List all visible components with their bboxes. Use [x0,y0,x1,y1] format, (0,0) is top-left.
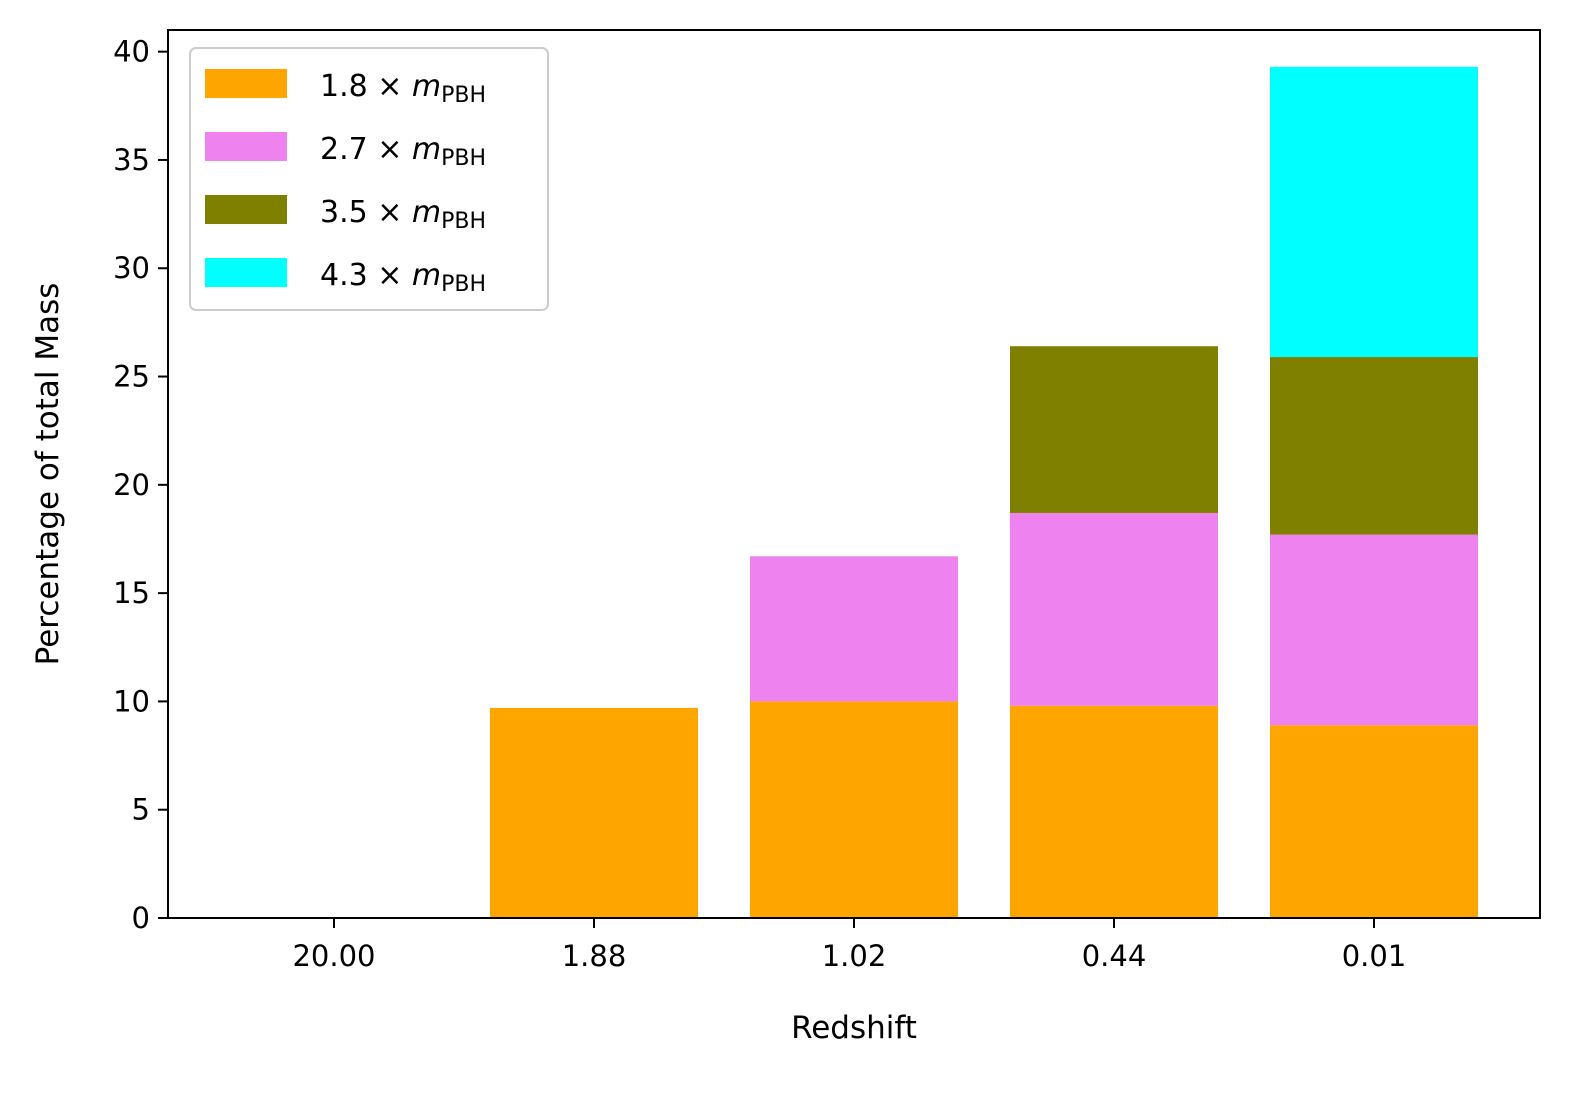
legend: 1.8 × mPBH 2.7 × mPBH 3.5 × mPBH 4.3 × mPBH [189,47,549,311]
bars-layer [490,66,1478,918]
x-tick-label: 1.02 [822,939,887,973]
y-tick-label: 40 [113,35,150,69]
y-axis: 0 5 10 15 20 25 30 35 40 [113,35,168,935]
bar-0.44-series-0 [1010,705,1218,918]
y-axis-label: Percentage of total Mass [30,283,66,666]
y-tick-label: 20 [113,468,150,502]
bar-1.02-series-0 [750,701,958,918]
bar-1.02-series-1 [750,556,958,702]
bar-0.01-series-1 [1270,534,1478,726]
legend-entry-label: 4.3 × mPBH [320,258,486,297]
bar-0.01-series-0 [1270,725,1478,918]
bar-1.88-series-0 [490,707,698,918]
legend-swatch [205,69,287,98]
y-tick-label: 25 [113,360,150,394]
legend-swatch [205,132,287,161]
legend-entry-label: 3.5 × mPBH [320,195,486,234]
x-axis-label: Redshift [791,1010,917,1046]
legend-swatch [205,258,287,287]
y-tick-label: 15 [113,576,150,610]
y-tick-label: 35 [113,143,150,177]
legend-entry-label: 2.7 × mPBH [320,132,486,171]
y-tick-label: 0 [132,901,150,935]
legend-entry-label: 1.8 × mPBH [320,69,486,108]
x-tick-label: 20.00 [292,939,375,973]
x-tick-label: 0.01 [1342,939,1407,973]
x-tick-label: 0.44 [1082,939,1147,973]
bar-0.44-series-2 [1010,346,1218,513]
legend-swatch [205,195,287,224]
y-tick-label: 10 [113,684,150,718]
bar-0.01-series-3 [1270,66,1478,358]
y-tick-label: 30 [113,251,150,285]
legend-box [189,47,549,311]
x-tick-label: 1.88 [562,939,627,973]
bar-0.01-series-2 [1270,357,1478,535]
x-axis: 20.00 1.88 1.02 0.44 0.01 [292,918,1406,973]
bar-0.44-series-1 [1010,512,1218,706]
y-tick-label: 5 [132,793,150,827]
